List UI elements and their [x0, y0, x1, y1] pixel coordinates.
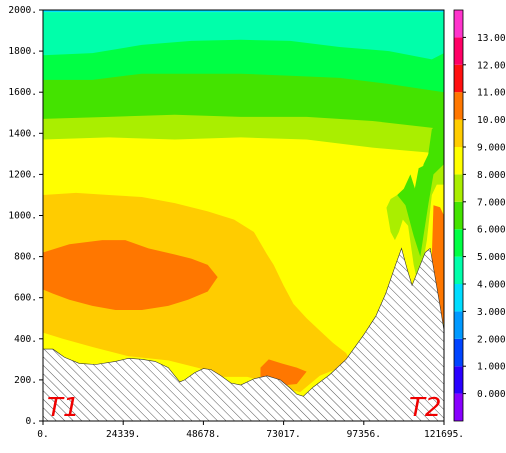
y-tick-label: 200. [14, 375, 37, 386]
colorbar-band [454, 256, 463, 284]
colorbar-band [454, 366, 463, 394]
x-axis: 0. 24339. 48678. 73017. 97356. 121695. [37, 421, 464, 440]
contour-region [43, 240, 218, 311]
colorbar-band [454, 37, 463, 65]
colorbar-band [454, 393, 463, 421]
label-t2: T2 [409, 393, 441, 423]
colorbar-label: 11.00 [477, 88, 506, 99]
x-tick-label: 73017. [266, 429, 300, 440]
y-tick-label: 1400. [8, 128, 37, 139]
colorbar-label: 8.000 [477, 170, 506, 181]
colorbar-band [454, 201, 463, 230]
plot-area [43, 10, 444, 421]
y-tick-label: 2000. [8, 5, 37, 16]
label-t1: T1 [47, 393, 79, 423]
terrain-shape [43, 247, 444, 421]
y-tick-label: 800. [14, 252, 37, 263]
colorbar-band [454, 92, 463, 120]
colorbar-label: 4.000 [477, 280, 506, 291]
colorbar-label: 9.000 [477, 143, 506, 154]
colorbar-label: 10.00 [477, 115, 506, 126]
colorbar-label: 6.000 [477, 225, 506, 236]
y-tick-label: 600. [14, 293, 37, 304]
y-axis: 0. 200. 400. 600. 800. 1000. 1200. 1400. 1600. 18… [8, 5, 43, 427]
colorbar-band [454, 284, 463, 312]
contour-band [43, 10, 444, 13]
colorbar-frame [453, 9, 464, 422]
colorbar-band [454, 338, 463, 367]
colorbar-label: 12.00 [477, 60, 506, 71]
y-tick-label: 0. [26, 416, 37, 427]
x-tick-label: 0. [37, 429, 48, 440]
y-tick-label: 1600. [8, 87, 37, 98]
terrain-hatch [43, 247, 444, 421]
colorbar-label: 1.000 [477, 362, 506, 373]
y-tick-label: 1800. [8, 46, 37, 57]
x-tick-label: 121695. [424, 429, 464, 440]
colorbar-label: 2.000 [477, 334, 506, 345]
colorbar-band [454, 174, 463, 202]
colorbar-band [454, 229, 463, 257]
colorbar-band [454, 10, 463, 38]
colorbar-label: 3.000 [477, 307, 506, 318]
colorbar-band [454, 311, 463, 339]
x-tick-label: 97356. [347, 429, 381, 440]
colorbar-label: 7.000 [477, 197, 506, 208]
x-tick-label: 48678. [186, 429, 220, 440]
colorbar-band [454, 147, 463, 175]
colorbar-label: 13.00 [477, 33, 506, 44]
colorbar-label: 0.000 [477, 389, 506, 400]
colorbar: 0.000 1.000 2.000 3.000 4.000 5.000 6.000 7.000… [453, 9, 506, 422]
x-tick-label: 24339. [106, 429, 140, 440]
y-tick-label: 400. [14, 334, 37, 345]
y-tick-label: 1200. [8, 169, 37, 180]
colorbar-label: 5.000 [477, 252, 506, 263]
colorbar-band [454, 64, 463, 93]
colorbar-band [454, 119, 463, 147]
y-tick-label: 1000. [8, 211, 37, 222]
